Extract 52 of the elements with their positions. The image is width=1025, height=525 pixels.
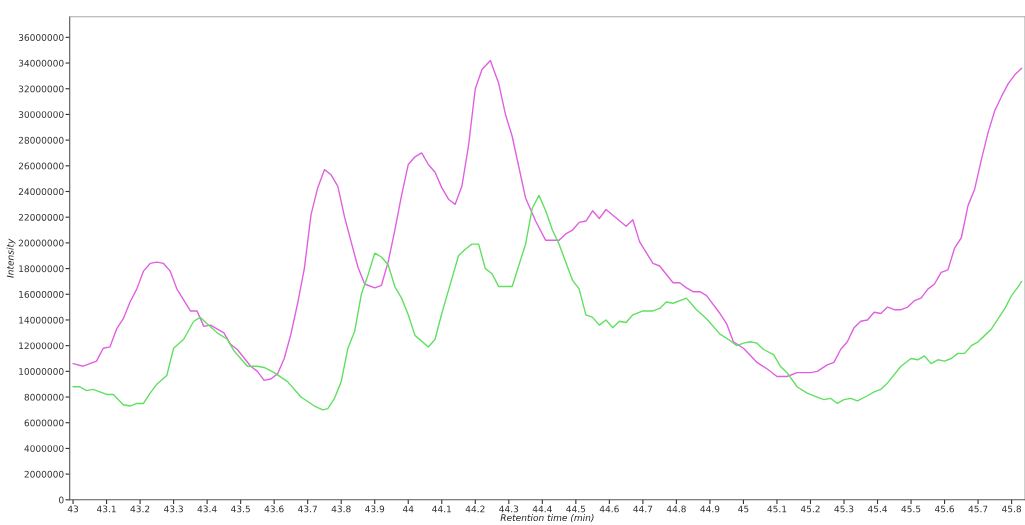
x-tick-label: 44.2	[465, 505, 485, 513]
x-tick-label: 44.8	[666, 505, 686, 513]
x-tick-label: 45.3	[834, 505, 854, 513]
x-tick-label: 45.8	[1001, 505, 1022, 513]
x-tick-label: 43.4	[197, 505, 217, 513]
y-tick-label: 16000000	[19, 291, 64, 298]
x-tick-label: 44.3	[499, 505, 519, 513]
y-tick-label: 32000000	[18, 85, 64, 93]
x-tick-label: 45.1	[767, 505, 787, 513]
line-series	[72, 59, 1023, 382]
x-tick-label: 45.2	[800, 505, 820, 513]
y-tick-label: 14000000	[19, 316, 64, 324]
y-tick-label: 2000000	[24, 470, 64, 478]
x-tick-label: 43.7	[298, 505, 317, 513]
x-tick-label: 43.2	[130, 505, 150, 513]
x-tick-label: 43.5	[231, 505, 250, 513]
y-tick-label: 20000000	[18, 239, 64, 247]
x-tick-label: 45	[738, 505, 749, 513]
x-axis-title: Retention time (min)	[500, 514, 594, 523]
line-series	[72, 194, 1023, 411]
x-tick-label: 44.4	[532, 505, 552, 513]
y-tick-label: 12000000	[19, 342, 64, 350]
y-tick-label: 0	[59, 496, 64, 504]
x-tick-label: 43.1	[96, 505, 116, 513]
y-tick-label: 30000000	[18, 111, 64, 118]
x-tick-label: 45.5	[901, 505, 921, 513]
x-tick-label: 43.9	[365, 505, 385, 513]
x-tick-label: 45.7	[968, 505, 988, 513]
y-tick-label: 6000000	[24, 419, 64, 427]
y-tick-label: 26000000	[18, 162, 64, 170]
y-axis-title: Intensity	[6, 238, 16, 278]
x-tick-label: 45.6	[934, 505, 955, 513]
x-tick-label: 44.6	[599, 505, 619, 513]
y-tick-label: 36000000	[18, 34, 64, 41]
y-tick-label: 8000000	[24, 393, 64, 401]
x-tick-label: 43.3	[164, 505, 183, 513]
x-tick-label: 45.4	[867, 505, 888, 513]
x-tick-label: 44.9	[700, 505, 720, 513]
y-tick-label: 10000000	[19, 368, 64, 375]
x-tick-label: 44.1	[432, 505, 451, 513]
y-tick-label: 18000000	[19, 265, 64, 273]
x-tick-label: 43.8	[331, 505, 351, 513]
y-tick-label: 4000000	[24, 445, 64, 452]
x-tick-label: 44.5	[566, 505, 586, 513]
x-tick-label: 44.7	[633, 505, 653, 513]
x-tick-label: 43	[67, 505, 79, 513]
x-tick-label: 43.6	[264, 505, 284, 513]
y-tick-label: 34000000	[18, 59, 64, 67]
y-tick-label: 28000000	[18, 136, 64, 144]
y-tick-label: 22000000	[18, 213, 64, 221]
x-tick-label: 44	[402, 505, 414, 513]
y-tick-label: 24000000	[18, 188, 64, 196]
